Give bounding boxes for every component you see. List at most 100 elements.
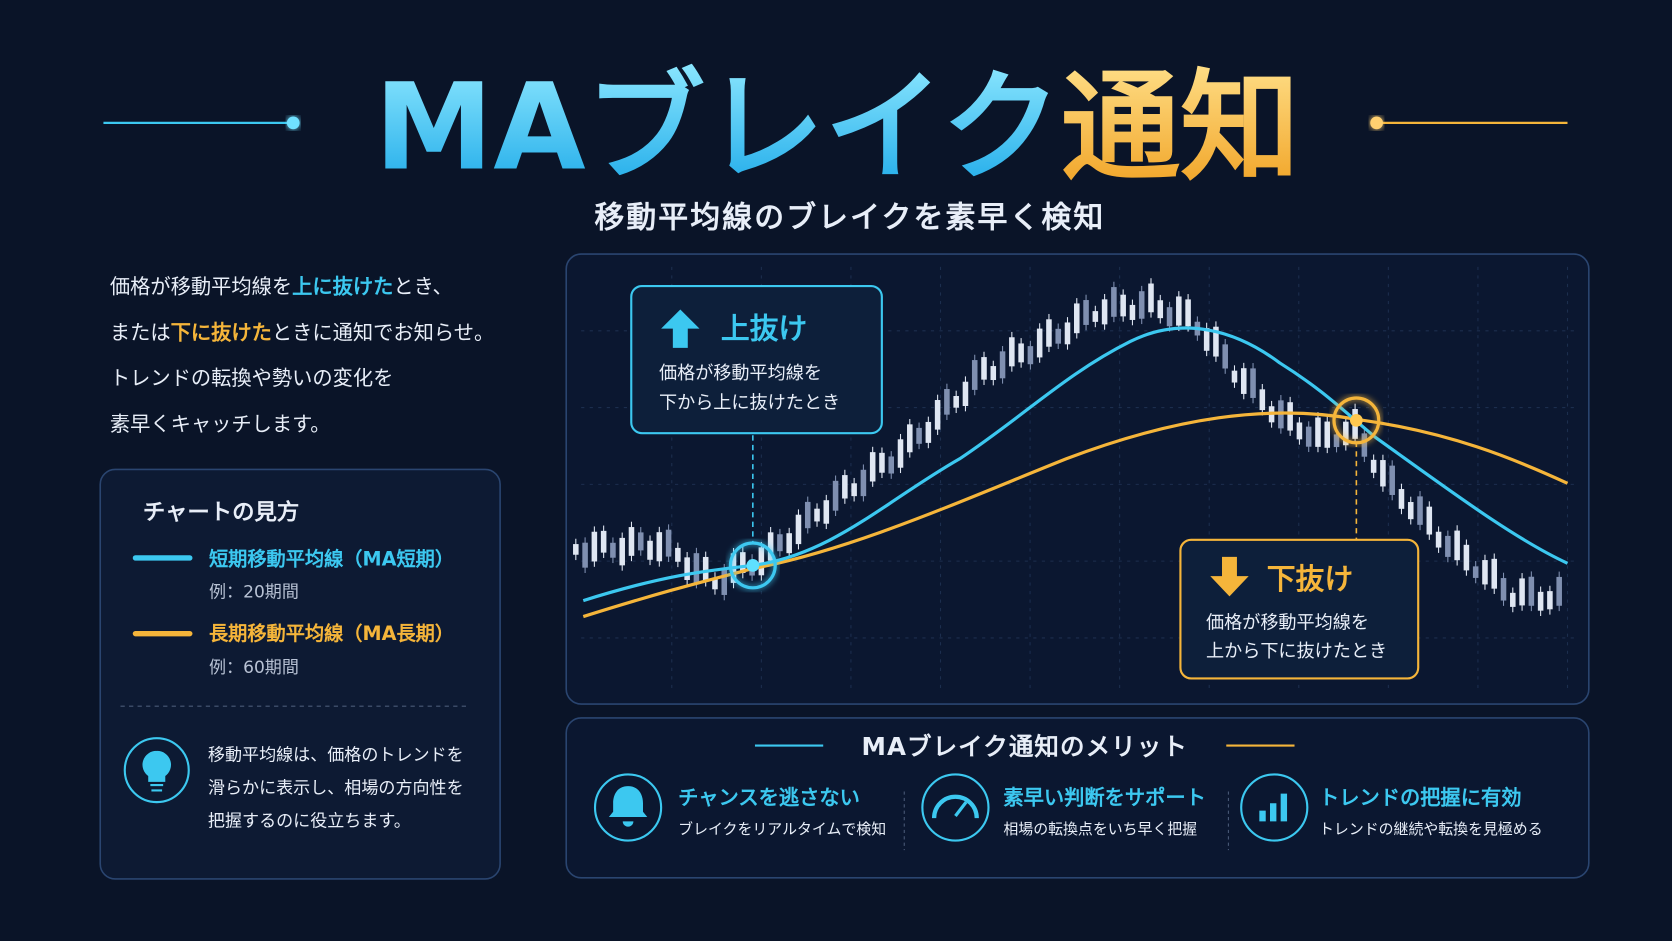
merit-icon [921, 773, 990, 842]
candle-body [1018, 343, 1024, 363]
candle-body [1259, 389, 1266, 411]
candle-body [842, 475, 848, 499]
candle-body [1064, 322, 1071, 345]
intro: 価格が移動平均線を上に抜けたとき、または下に抜けたときに通知でお知らせ。トレンド… [110, 274, 494, 436]
candle-body [897, 439, 904, 468]
candle-body [999, 351, 1006, 379]
candle-body [1222, 344, 1228, 369]
merit-icon [1240, 773, 1309, 842]
candle-body [1333, 434, 1340, 448]
candle-body [1185, 299, 1191, 327]
intro-text: ときに通知でお知らせ。 [272, 320, 494, 344]
candle-body [1370, 459, 1377, 473]
candle-body [832, 480, 839, 511]
merit-title: トレンドの把握に有効 [1319, 785, 1522, 809]
merit-title: チャンスを逃さない [678, 785, 860, 809]
legend-label: 長期移動平均線（MA長期） [209, 622, 454, 645]
callout-text: 価格が移動平均線を [659, 363, 822, 384]
merit-desc: ブレイクをリアルタイムで検知 [678, 820, 886, 838]
candle-body [619, 537, 625, 566]
candle-body [934, 400, 941, 430]
candle-body [1296, 422, 1303, 440]
cross-dot [746, 559, 760, 572]
callout-title: 下抜け [1267, 562, 1353, 596]
merit-desc: トレンドの継続や転換を見極める [1319, 820, 1543, 838]
candle-body [1398, 489, 1405, 509]
candle-body [804, 501, 811, 529]
candle-body [1009, 337, 1015, 367]
candle-body [656, 532, 663, 562]
title-accent: 通知 [1061, 59, 1300, 198]
candle-body [1101, 299, 1108, 325]
bars-glyph [1259, 793, 1288, 822]
bulb-glyph [142, 750, 171, 792]
intro-line: または下に抜けたときに通知でお知らせ。 [110, 320, 494, 344]
legend-title: チャートの見方 [143, 499, 299, 526]
candle-body [1036, 328, 1043, 358]
deco-dot [286, 116, 300, 130]
merits-panel [565, 717, 1590, 879]
cross-marker [1332, 396, 1381, 445]
merit-icon [593, 773, 663, 842]
callout-down [1179, 538, 1420, 680]
candle-body [953, 396, 959, 408]
intro-line: 価格が移動平均線を上に抜けたとき、 [110, 274, 453, 298]
cross-dot [1349, 413, 1363, 427]
merits-title: MAブレイク通知のメリット [862, 732, 1188, 761]
candle-body [1389, 465, 1395, 495]
candle-body [990, 366, 997, 381]
intro-line: 素早くキャッチします。 [110, 412, 331, 436]
candle-body [1528, 576, 1535, 606]
intro-text: トレンドの転換や勢いの変化を [110, 366, 394, 390]
candle-body [1120, 294, 1126, 317]
candle-body [777, 534, 783, 552]
candle-body [971, 360, 978, 390]
intro-line: トレンドの転換や勢いの変化を [110, 366, 394, 390]
callout-title: 上抜け [721, 311, 807, 345]
gauge-needle [954, 801, 968, 817]
intro-text: または [110, 320, 171, 344]
candle-body [1176, 296, 1182, 326]
candle-body [1092, 311, 1099, 322]
candle-body [573, 544, 579, 555]
candle-body [1463, 544, 1470, 571]
candle-body [860, 469, 867, 497]
candle-body [962, 381, 969, 407]
candle-body [1305, 426, 1312, 447]
legend-label: 短期移動平均線（MA短期） [209, 547, 454, 570]
title: MAブレイク通知 [374, 59, 1299, 198]
candle-body [740, 552, 746, 573]
candle-body [814, 508, 820, 522]
candle-body [916, 427, 922, 444]
candle-body [767, 532, 774, 561]
bell-glyph [608, 786, 648, 827]
candle-body [600, 530, 607, 553]
intro-text: 素早くキャッチします。 [110, 412, 331, 436]
candle-body [1435, 531, 1442, 548]
subtitle: 移動平均線のブレイクを素早く検知 [594, 200, 1105, 235]
candle-body [1426, 506, 1433, 535]
candle-body [1046, 319, 1052, 347]
candle-body [1203, 328, 1210, 351]
candle-body [1537, 591, 1544, 611]
candle-body [637, 532, 644, 551]
candle-body [1074, 303, 1080, 334]
candle-body [1491, 558, 1498, 589]
candle-body [758, 547, 765, 576]
candle-body [610, 542, 616, 558]
callout-text: 価格が移動平均線を [1206, 612, 1369, 633]
candle-body [665, 529, 672, 557]
candle-body [721, 569, 728, 595]
candle-body [786, 533, 792, 554]
legend-example: 例：20期間 [209, 582, 299, 602]
candle-body [1213, 326, 1219, 357]
candle-body [1148, 283, 1154, 313]
gauge-glyph [931, 794, 979, 819]
candle-body [944, 389, 950, 415]
candle-body [1343, 421, 1349, 446]
candle-body [1454, 530, 1460, 561]
candle-body [869, 452, 876, 482]
candle-body [1556, 576, 1562, 606]
deco-dot [1370, 116, 1384, 130]
candle-body [1287, 402, 1293, 431]
